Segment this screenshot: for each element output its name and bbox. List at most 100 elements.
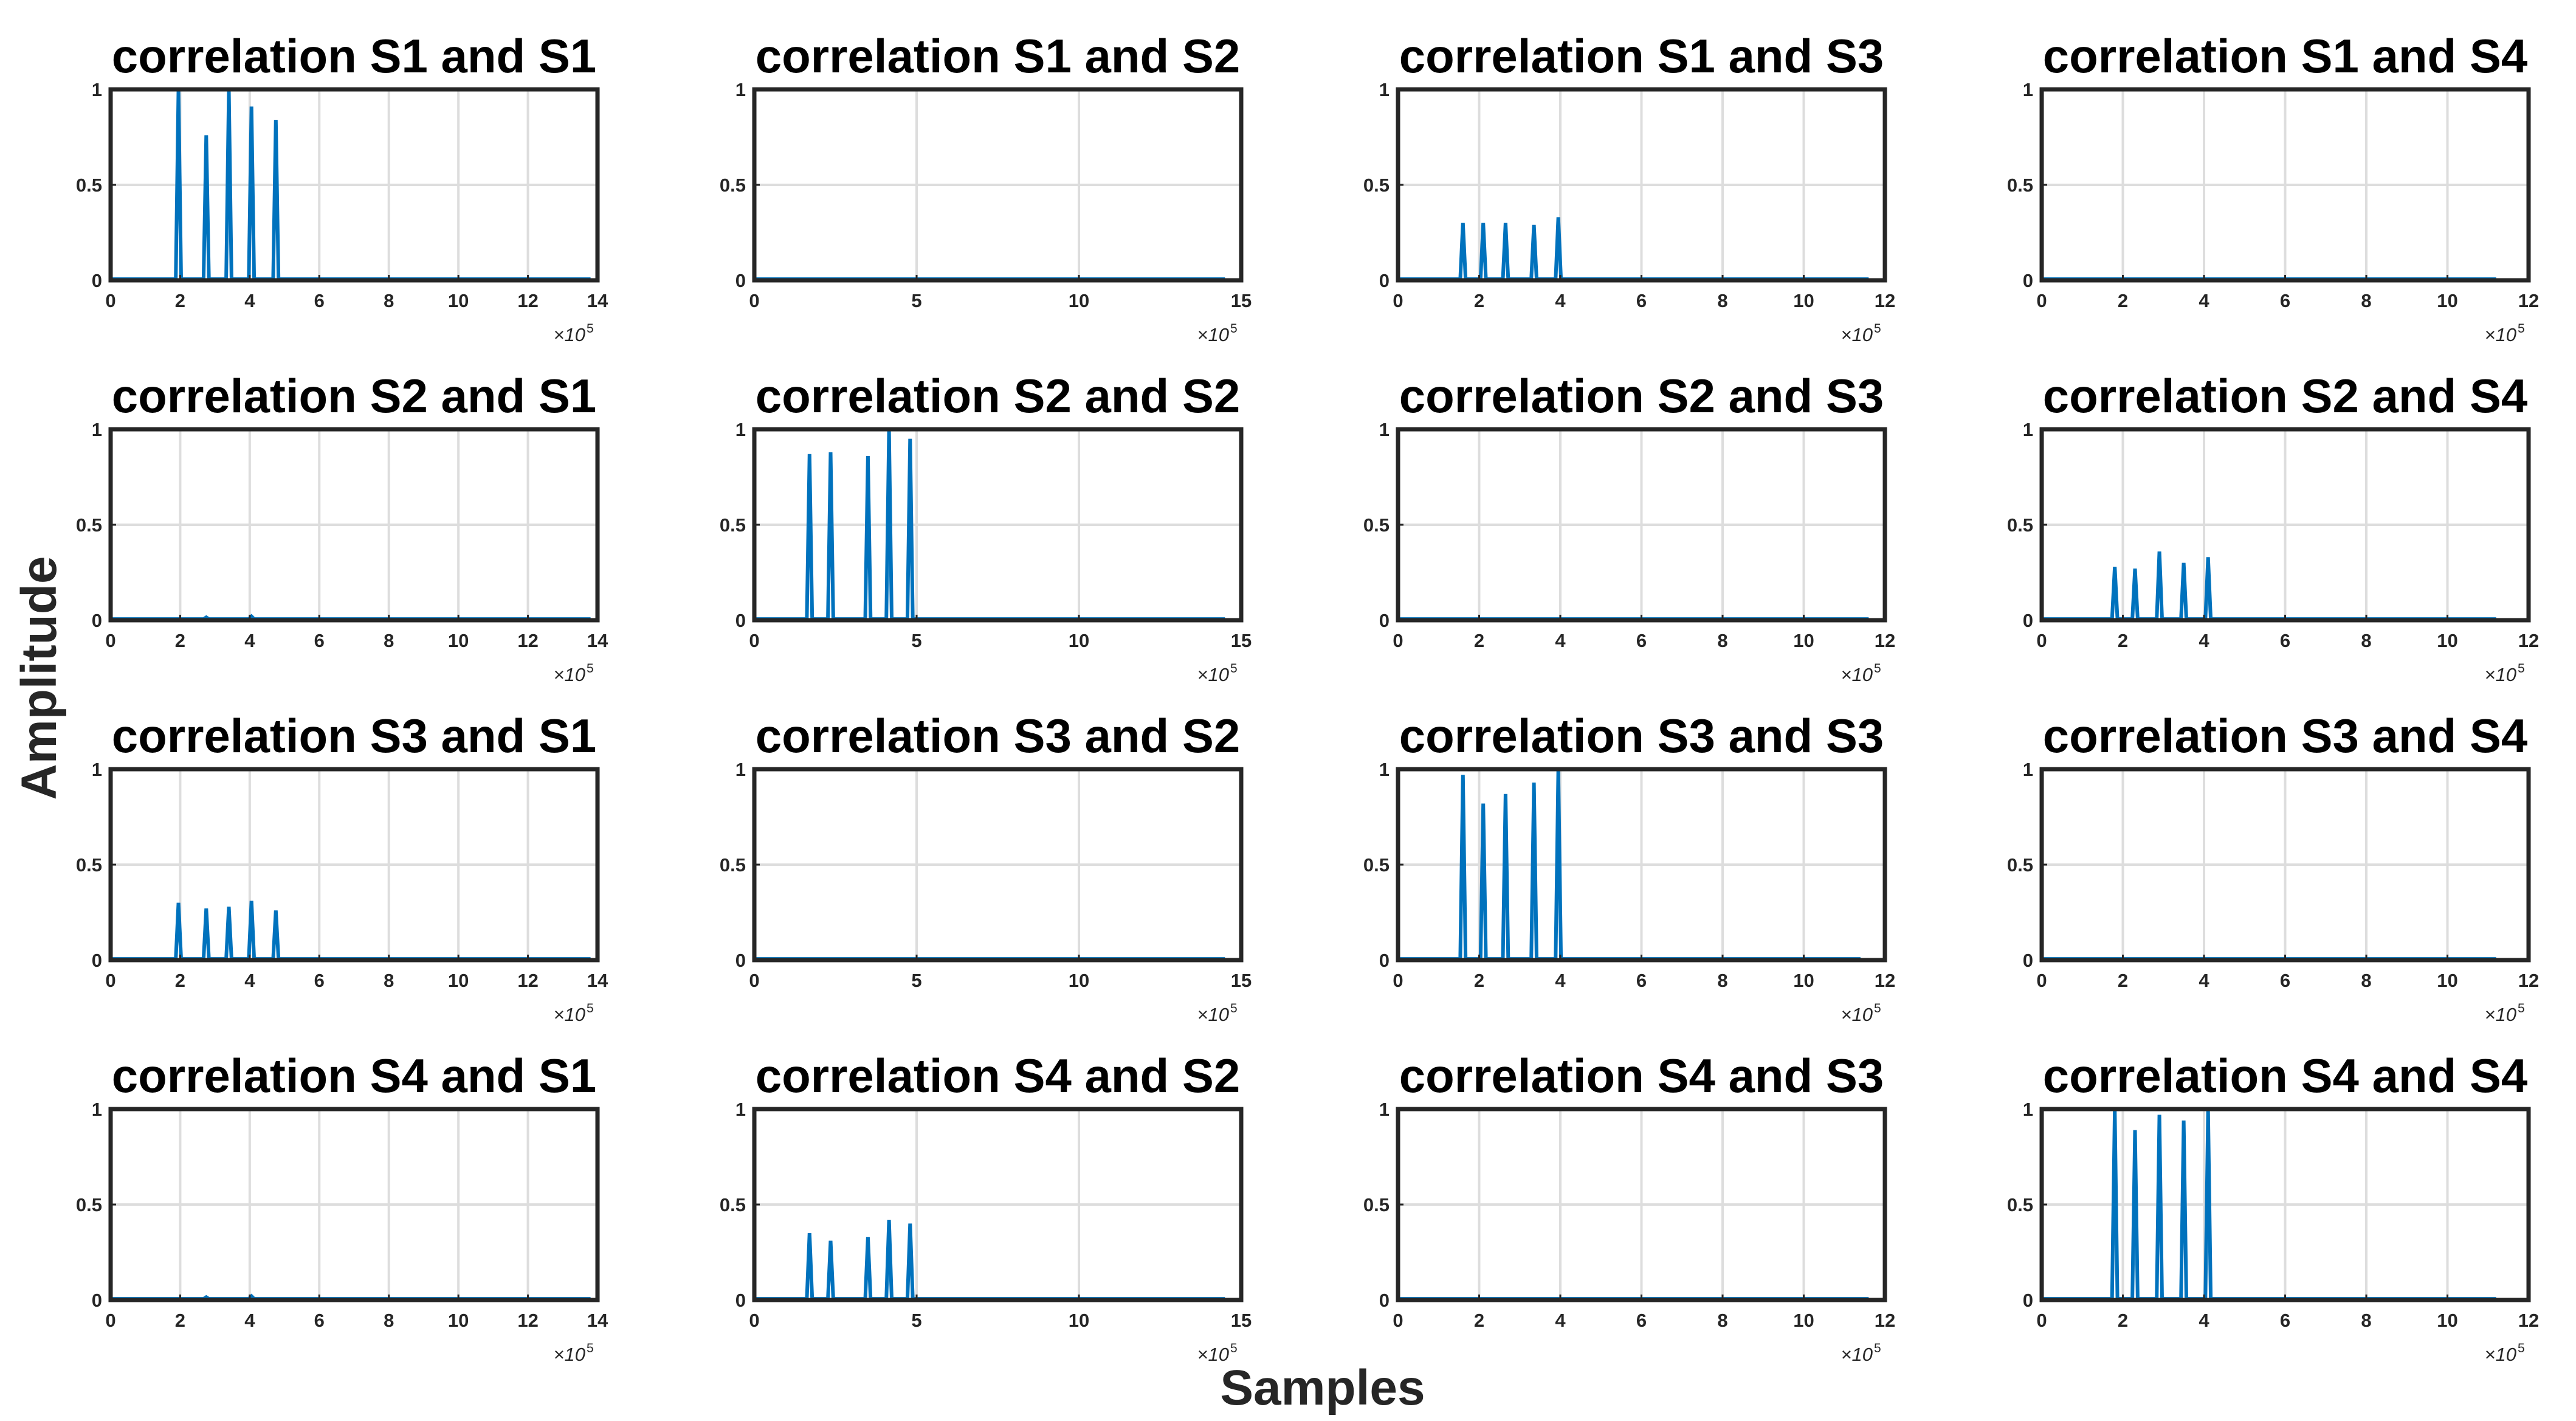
tick-labels: 00.510 2 4 6 8 10 12 <box>2007 1099 2539 1331</box>
grid-lines <box>754 89 1241 280</box>
subplot-title: correlation S2 and S3 <box>1399 369 1884 423</box>
x-axis-multiplier-exponent: 5 <box>1230 1341 1238 1355</box>
subplot-title: correlation S4 and S3 <box>1399 1049 1884 1102</box>
x-tick-label: 0 <box>105 630 115 651</box>
x-tick-label: 4 <box>244 630 255 651</box>
x-tick-label: 2 <box>1474 290 1484 311</box>
x-tick-label: 0 <box>749 630 759 651</box>
y-tick-label: 0 <box>1379 610 1390 631</box>
x-tick-label: 8 <box>384 630 394 651</box>
correlation-series-line <box>1398 217 1869 282</box>
tick-labels: 00.510 2 4 6 8 10 12 14 <box>76 419 608 651</box>
x-tick-label: 8 <box>2361 290 2371 311</box>
x-axis-label: Samples <box>1220 1360 1425 1416</box>
subplot-title: correlation S3 and S4 <box>2043 709 2528 762</box>
x-tick-label: 5 <box>911 970 921 991</box>
x-tick-label: 10 <box>1069 970 1089 991</box>
x-tick-label: 0 <box>105 290 115 311</box>
x-axis-multiplier: ×10 <box>1841 664 1873 685</box>
x-tick-label: 10 <box>2437 970 2457 991</box>
x-axis-multiplier-exponent: 5 <box>1230 322 1238 336</box>
grid-lines <box>1398 89 1885 280</box>
correlation-series-line <box>111 901 591 961</box>
y-tick-label: 1 <box>2023 1099 2033 1120</box>
x-tick-label: 10 <box>448 1310 469 1331</box>
x-axis-multiplier-exponent: 5 <box>587 662 594 676</box>
x-axis-multiplier-exponent: 5 <box>587 322 594 336</box>
y-tick-label: 1 <box>1379 1099 1390 1120</box>
y-tick-label: 0 <box>735 610 746 631</box>
x-tick-label: 10 <box>448 970 469 991</box>
y-tick-label: 1 <box>92 759 102 780</box>
y-tick-label: 0.5 <box>76 514 102 536</box>
tick-labels: 00.510 5 10 15 <box>720 419 1252 651</box>
y-tick-label: 0.5 <box>2007 854 2033 876</box>
x-tick-label: 0 <box>749 290 759 311</box>
x-tick-label: 14 <box>587 290 608 311</box>
x-tick-label: 12 <box>2518 290 2539 311</box>
subplot-title: correlation S1 and S2 <box>756 29 1241 83</box>
y-tick-label: 0 <box>2023 950 2033 971</box>
y-tick-label: 1 <box>92 1099 102 1120</box>
subplot-title: correlation S2 and S2 <box>756 369 1241 423</box>
y-tick-label: 0.5 <box>1363 514 1390 536</box>
y-tick-label: 1 <box>92 79 102 100</box>
x-tick-label: 2 <box>2118 970 2128 991</box>
x-tick-label: 10 <box>1793 630 1814 651</box>
x-tick-label: 2 <box>175 290 185 311</box>
x-tick-label: 0 <box>105 1310 115 1331</box>
y-tick-label: 0 <box>92 610 102 631</box>
tick-labels: 00.510 2 4 6 8 10 12 <box>1363 1099 1895 1331</box>
y-tick-label: 0.5 <box>2007 175 2033 196</box>
x-tick-label: 6 <box>314 1310 325 1331</box>
grid-lines <box>111 429 598 620</box>
x-axis-multiplier-exponent: 5 <box>587 1001 594 1015</box>
x-tick-label: 12 <box>1875 1310 1895 1331</box>
tick-labels: 00.510 2 4 6 8 10 12 14 <box>76 1099 608 1331</box>
x-tick-label: 15 <box>1231 1310 1252 1331</box>
y-tick-label: 0 <box>735 950 746 971</box>
x-tick-label: 6 <box>1636 1310 1647 1331</box>
y-tick-label: 0.5 <box>720 514 746 536</box>
x-tick-label: 0 <box>1393 970 1403 991</box>
x-tick-label: 8 <box>1717 630 1727 651</box>
x-tick-label: 0 <box>1393 290 1403 311</box>
y-tick-label: 0 <box>735 270 746 291</box>
y-tick-label: 1 <box>735 419 746 440</box>
x-tick-label: 10 <box>448 290 469 311</box>
tick-labels: 00.510 5 10 15 <box>720 79 1252 311</box>
grid-lines <box>111 1109 598 1300</box>
subplot-title: correlation S1 and S4 <box>2043 29 2528 83</box>
x-axis-multiplier: ×10 <box>2484 1344 2516 1365</box>
tick-labels: 00.510 2 4 6 8 10 12 <box>1363 759 1895 991</box>
tick-labels: 00.510 2 4 6 8 10 12 <box>1363 419 1895 651</box>
subplot-title: correlation S4 and S2 <box>756 1049 1241 1102</box>
y-tick-label: 0.5 <box>1363 854 1390 876</box>
x-tick-label: 12 <box>1875 970 1895 991</box>
y-tick-label: 0.5 <box>2007 514 2033 536</box>
y-tick-label: 1 <box>2023 759 2033 780</box>
x-tick-label: 12 <box>2518 630 2539 651</box>
subplot-title: correlation S1 and S3 <box>1399 29 1884 83</box>
x-tick-label: 15 <box>1231 970 1252 991</box>
x-tick-label: 14 <box>587 1310 608 1331</box>
y-tick-label: 1 <box>2023 419 2033 440</box>
x-tick-label: 2 <box>1474 630 1484 651</box>
x-axis-multiplier-exponent: 5 <box>1874 322 1881 336</box>
x-tick-label: 4 <box>1555 290 1566 311</box>
x-tick-label: 14 <box>587 630 608 651</box>
x-tick-label: 5 <box>911 290 921 311</box>
x-tick-label: 2 <box>2118 1310 2128 1331</box>
y-tick-label: 0.5 <box>720 854 746 876</box>
x-axis-multiplier: ×10 <box>1197 664 1229 685</box>
y-tick-label: 0 <box>1379 270 1390 291</box>
x-tick-label: 12 <box>1875 290 1895 311</box>
x-axis-multiplier-exponent: 5 <box>1230 662 1238 676</box>
x-axis-multiplier: ×10 <box>1841 324 1873 345</box>
x-tick-label: 6 <box>1636 290 1647 311</box>
y-tick-label: 0 <box>92 1290 102 1311</box>
